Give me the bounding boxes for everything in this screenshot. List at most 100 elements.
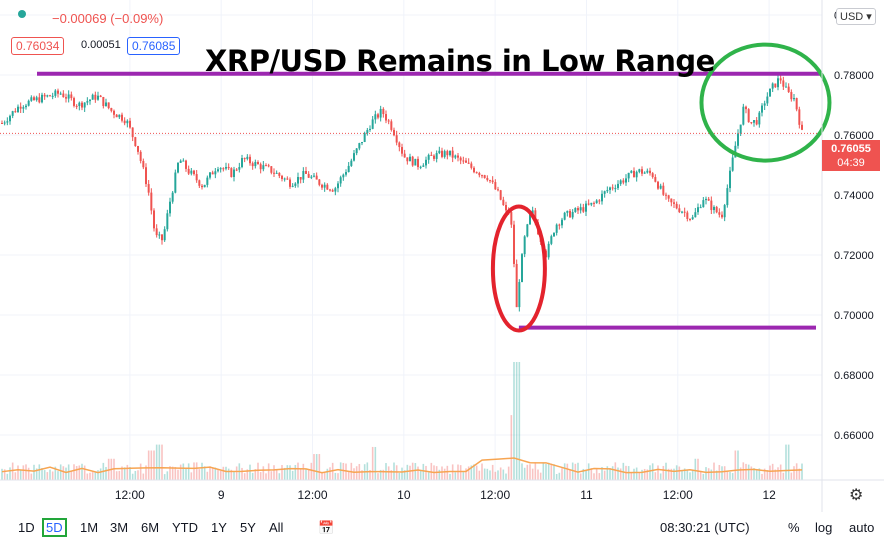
price-axis[interactable]: 0.800000.780000.760000.740000.720000.700… [821,0,874,512]
percent-toggle[interactable]: % [788,520,800,535]
range-1m[interactable]: 1M [80,520,99,535]
candle-body [334,188,337,192]
volume-bar [331,462,334,480]
candle-body [758,112,761,125]
range-5d[interactable]: 5D [42,518,67,537]
candle-body [638,169,641,172]
candle-body [337,183,339,189]
y-tick-label: 0.78000 [834,70,874,82]
candle-body [99,95,102,98]
volume-bar [747,464,750,480]
candle-body [110,108,113,111]
range-3m[interactable]: 3M [110,520,129,535]
candle-body [158,234,161,236]
volume-bar [467,466,470,480]
volume-bar [227,468,230,480]
volume-bar [691,470,694,480]
candle-body [347,165,350,173]
volume-bar [646,469,649,480]
volume-bar [387,466,390,480]
range-all[interactable]: All [269,520,284,535]
candle-body [585,203,587,212]
volume-bar [203,466,206,480]
range-6m[interactable]: 6M [141,520,160,535]
volume-bar [425,465,427,480]
volume-bar [214,467,217,480]
volume-bar [377,473,379,480]
candle-body [721,214,723,218]
candle-body [25,105,27,108]
volume-bar [339,462,342,480]
volume-bar [422,463,425,480]
candle-body [379,108,382,118]
volume-bar [483,468,486,480]
price-change: −0.00069 (−0.09%) [52,11,164,26]
ask-price[interactable]: 0.76085 [127,37,181,55]
volume-bar [513,362,515,480]
candle-body [718,212,721,215]
candle-body [494,182,497,190]
candle-body [19,106,22,109]
range-ytd[interactable]: YTD [172,520,198,535]
volume-bar [785,444,787,480]
volume-bar [326,468,329,480]
candle-body [769,88,771,97]
volume-bar [241,467,243,480]
candle-body [521,254,523,283]
candle-body [169,201,171,214]
volume-bar [6,473,9,480]
candle-body [339,177,342,184]
volume-bar [49,469,51,480]
volume-bar [459,465,462,480]
auto-toggle[interactable]: auto [849,520,875,535]
volume-bar [345,463,347,480]
calendar-range-icon[interactable]: 📅 [318,520,335,535]
x-tick-label: 10 [397,488,411,502]
candle-body [470,163,473,168]
volume-bar [81,463,83,480]
volume-bar [505,473,507,480]
candle-body [59,93,62,95]
range-5y[interactable]: 5Y [240,520,256,535]
volume-bar [161,444,163,480]
volume-bar [657,465,659,480]
volume-bar [665,462,667,480]
volume-bar [582,468,585,480]
volume-bar [521,463,523,480]
candle-body [705,198,707,201]
candle-body [14,111,17,113]
candle-body [417,158,419,168]
volume-bar [19,470,22,480]
volume-bar [686,469,689,480]
log-toggle[interactable]: log [815,520,833,535]
range-1y[interactable]: 1Y [211,520,227,535]
time-axis[interactable]: 12:00 9 12:00 10 12:00 11 12:00 12 [0,479,884,502]
candle-body [265,165,267,167]
candle-body [486,177,489,181]
volume-bar [243,473,246,480]
currency-selector[interactable]: USD ▾ [836,8,876,25]
candle-body [481,175,483,177]
candle-body [433,155,435,159]
volume-bar [297,462,299,480]
volume-bar [155,444,158,480]
volume-bar [654,472,657,480]
candle-body [646,170,649,173]
candle-body [523,236,526,255]
volume-bar [342,462,345,480]
candle-body [297,176,299,184]
volume-bar [534,462,537,480]
candle-body [203,184,206,188]
candle-body [371,119,374,129]
clock-readout[interactable]: 08:30:21 (UTC) [660,520,750,535]
volume-bar [310,462,313,480]
gear-icon[interactable]: ⚙ [849,487,864,504]
volume-bar [617,467,619,480]
high-circle [699,42,832,163]
candle-body [70,94,73,99]
range-1d[interactable]: 1D [18,520,35,535]
candle-body [134,137,137,147]
volume-bar [579,473,582,480]
bid-price[interactable]: 0.76034 [11,37,65,55]
